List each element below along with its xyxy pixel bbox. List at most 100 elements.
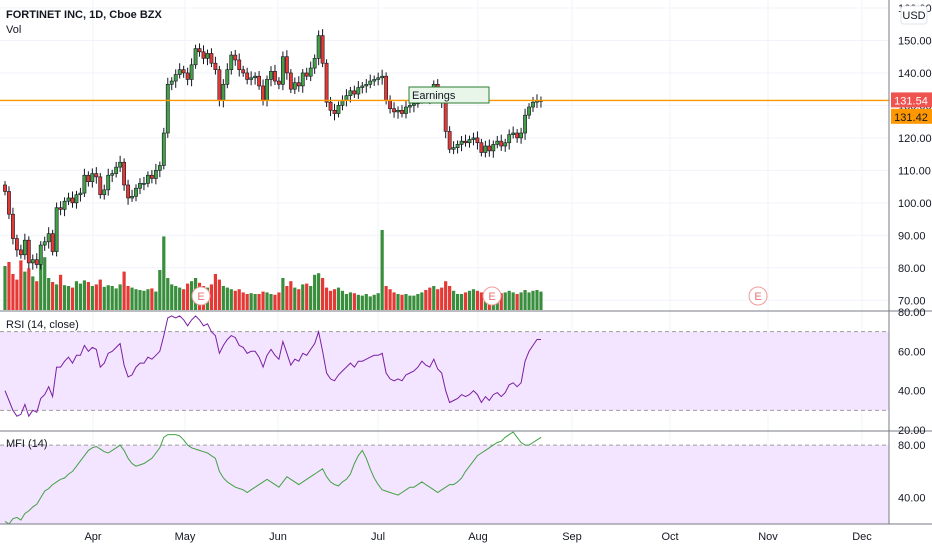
volume-bar [273,294,277,310]
volume-bar [126,286,130,310]
candle-body [70,197,75,204]
previous-price-text: 131.42 [894,112,928,124]
candle-body [106,174,111,191]
earnings-tooltip[interactable]: Earnings [408,86,490,104]
rsi-label: RSI (14, close) [6,319,79,331]
grid-layer [0,0,889,524]
y-tick-label: 120.00 [898,133,932,145]
candle-body [205,53,210,59]
earnings-marker-2[interactable]: E [482,286,502,306]
volume-bar [3,266,7,310]
volume-bar [289,281,293,310]
volume-bar [277,292,281,310]
candle-body [165,84,170,134]
candle-body [340,100,345,106]
volume-bar [297,289,301,310]
volume-bar [348,292,352,310]
volume-bar [368,296,372,310]
candle-body [213,62,218,70]
volume-bar [535,290,539,310]
volume-bar [424,290,428,310]
y-tick-label: 110.00 [898,165,931,177]
candle-body [189,64,194,80]
volume-bars [3,230,543,310]
volume-bar [31,276,35,310]
volume-bar [471,289,476,310]
y-tick-label: 90.00 [898,230,926,242]
volume-bar [380,230,384,310]
candle-body [142,183,146,185]
candle-body [217,69,222,101]
candle-body [54,207,59,252]
candle-body [46,233,51,243]
volume-bar [309,286,313,310]
candle-body [197,48,202,53]
volume-bar [281,278,285,310]
x-tick-label: May [175,531,196,543]
volume-bar [344,294,349,310]
candle-body [161,132,166,166]
candle-body [78,192,83,196]
volume-bar [23,271,27,310]
volume-bar [249,293,253,310]
candle-body [26,239,31,264]
volume-bar [531,290,535,310]
indicator-band [0,331,889,411]
volume-bar [420,292,424,310]
candle-body [62,200,67,210]
volume-bar [146,289,150,310]
y-tick-label: 20.00 [898,425,926,437]
candle-body [225,69,230,85]
currency-button[interactable]: USD [900,5,928,25]
candle-body [396,109,400,113]
volume-bar [66,286,71,310]
volume-bar [459,294,464,310]
candle-body [173,74,178,82]
volume-bar [182,289,186,310]
volume-bar [11,274,15,310]
volume-bar [432,286,436,310]
volume-bar [233,290,237,310]
candle-body [102,189,107,196]
candle-body [221,84,226,101]
volume-bar [94,284,98,310]
candle-body [15,238,19,251]
volume-bar [372,294,376,310]
volume-bar [436,289,440,310]
candle-body [18,249,23,256]
candle-body [475,137,480,144]
earnings-marker-3[interactable]: E [748,286,768,306]
candle-body [404,106,408,114]
candle-body [94,173,99,178]
volume-bar [102,286,106,310]
volume-bar [317,273,321,310]
candle-body [348,90,353,96]
x-tick-label: Apr [84,531,101,543]
candle-body [308,67,313,77]
candle-body [284,56,289,74]
volume-bar [225,287,229,310]
candle-body [185,72,190,80]
candle-body [360,85,365,88]
candle-body [511,132,516,135]
volume-bar [39,263,43,310]
volume-bar [511,292,515,310]
candle-body [455,144,460,148]
candle-body [388,100,392,109]
volume-bar [455,294,460,310]
volume-bar [27,268,31,310]
volume-bar [396,294,400,310]
candle-body [157,165,162,171]
earnings-marker-1[interactable]: E [191,286,211,306]
volume-bar [130,287,134,310]
x-tick-label: Jul [371,531,385,543]
volume-bar [229,289,233,310]
indicator-lines [4,315,542,525]
volume-bar [70,287,75,310]
volume-bar [340,290,345,310]
volume-bar [158,270,162,310]
y-tick-label: 40.00 [898,386,926,398]
volume-bar [336,287,341,310]
candle-body [249,77,254,80]
